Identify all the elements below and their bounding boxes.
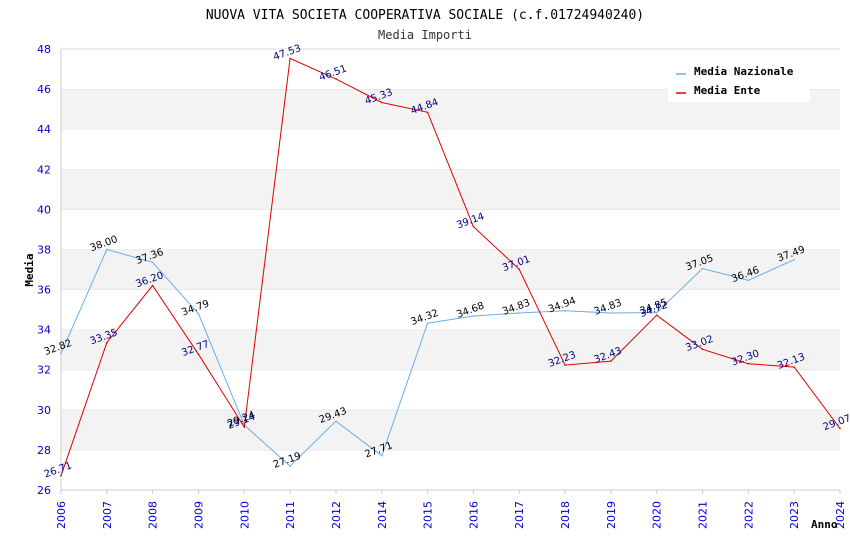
grid-band	[61, 289, 840, 330]
x-tick-label: 2023	[788, 501, 801, 529]
data-point	[289, 57, 291, 60]
legend-entry: Media Ente	[694, 84, 761, 97]
data-point	[564, 364, 566, 366]
x-tick-label: 2014	[376, 501, 389, 529]
data-point	[655, 314, 658, 317]
grid-band	[61, 449, 840, 490]
y-tick-label: 42	[37, 163, 51, 176]
data-point	[518, 268, 521, 271]
x-axis-label: Anno	[811, 518, 838, 531]
legend-entry: Media Nazionale	[694, 65, 794, 78]
x-tick-label: 2024	[834, 501, 847, 529]
y-tick-label: 38	[37, 243, 51, 256]
data-point	[426, 111, 429, 114]
axes	[60, 49, 840, 491]
x-tick-label: 2010	[238, 501, 251, 529]
y-tick-label: 28	[37, 444, 51, 457]
data-point	[335, 420, 337, 423]
grid-band	[61, 169, 840, 210]
y-tick-label: 36	[37, 284, 51, 297]
data-point	[289, 465, 291, 467]
y-tick-label: 34	[37, 324, 51, 337]
x-tick-label: 2016	[467, 501, 480, 529]
legend-box	[668, 60, 810, 102]
data-point	[839, 427, 841, 430]
data-point	[106, 248, 108, 251]
data-point	[610, 312, 612, 314]
grid-band	[61, 129, 840, 170]
grid-bands	[61, 48, 840, 490]
data-point	[60, 352, 62, 355]
data-point	[243, 426, 246, 428]
y-axis-label: Media	[23, 253, 36, 286]
y-tick-label: 30	[37, 404, 51, 417]
x-tick-label: 2019	[605, 501, 618, 529]
data-point	[472, 225, 475, 228]
y-tick-labels: 26 28 30 32 34 36 38 40 42 44 46 48	[37, 43, 51, 497]
x-tick-label: 2008	[147, 501, 160, 529]
data-point	[518, 312, 521, 314]
data-point	[151, 261, 154, 264]
x-tick-label: 2012	[330, 501, 343, 529]
x-tick-labels: 2006 2007 2008 2009 2010 2011 2012 2014 2015 2016…	[55, 490, 847, 529]
grid-band	[61, 209, 840, 250]
grid-band	[61, 329, 840, 370]
x-tick-label: 2009	[192, 501, 205, 529]
y-tick-label: 44	[37, 123, 51, 136]
grid-band	[61, 249, 840, 290]
y-tick-label: 48	[37, 43, 51, 56]
x-tick-label: 2022	[742, 501, 755, 529]
data-point	[380, 101, 383, 104]
x-tick-label: 2020	[651, 501, 664, 529]
data-point	[747, 362, 750, 365]
y-tick-label: 40	[37, 203, 51, 216]
data-point	[564, 309, 566, 312]
data-point	[701, 348, 704, 351]
series-lines	[60, 57, 841, 477]
data-point	[151, 284, 154, 287]
data-point	[197, 353, 200, 356]
data-point	[701, 267, 704, 270]
data-point	[197, 313, 200, 315]
data-point	[793, 258, 795, 261]
chart-subtitle: Media Importi	[378, 28, 472, 42]
data-point	[472, 315, 475, 317]
data-point	[747, 279, 750, 282]
data-point	[335, 78, 337, 80]
series-line-2	[60, 57, 841, 476]
grid-band	[61, 369, 840, 410]
y-tick-label: 32	[37, 364, 51, 377]
chart-title: NUOVA VITA SOCIETA COOPERATIVA SOCIALE (…	[206, 8, 644, 23]
data-point	[106, 341, 108, 344]
data-point	[793, 366, 795, 368]
y-tick-label: 26	[37, 484, 51, 497]
x-tick-label: 2018	[559, 501, 572, 529]
x-tick-label: 2011	[284, 501, 297, 529]
data-point	[426, 322, 429, 325]
x-tick-label: 2007	[101, 501, 114, 529]
x-tick-label: 2015	[422, 501, 435, 529]
data-point	[380, 454, 383, 457]
y-tick-label: 46	[37, 83, 51, 96]
x-tick-label: 2021	[697, 501, 710, 529]
legend: Media Nazionale Media Ente	[668, 60, 810, 102]
data-point	[610, 360, 612, 362]
x-tick-label: 2006	[55, 501, 68, 529]
x-tick-label: 2017	[513, 501, 526, 529]
grid-band	[61, 409, 840, 450]
data-point	[655, 311, 658, 314]
data-point	[60, 474, 62, 477]
